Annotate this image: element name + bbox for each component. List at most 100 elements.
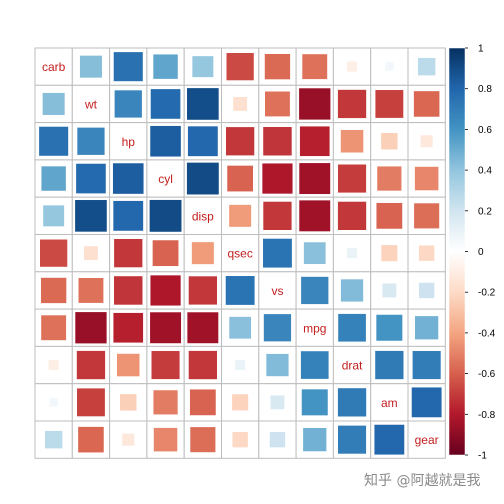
matrix-cell-disp-disp	[183, 196, 222, 235]
corr-square-hp-vs	[263, 127, 292, 156]
corr-square-qsec-drat	[347, 248, 358, 259]
corr-square-disp-am	[376, 202, 403, 229]
watermark-text: 知乎 @阿越就是我	[364, 473, 481, 489]
corr-square-cyl-mpg	[299, 163, 331, 195]
corr-square-disp-qsec	[229, 204, 252, 227]
corr-square-hp-qsec	[226, 127, 255, 156]
corr-square-wt-carb	[42, 92, 65, 115]
corr-square-carb-drat	[347, 61, 358, 72]
corr-square-gear-vs	[269, 431, 286, 448]
corr-square-disp-mpg	[299, 200, 331, 232]
matrix-cell-cyl-cyl	[146, 159, 185, 198]
corr-square-carb-qsec	[226, 53, 254, 81]
variable-label-qsec: qsec	[227, 247, 252, 261]
corr-square-carb-vs	[264, 53, 291, 80]
corr-square-vs-qsec	[225, 276, 255, 305]
corr-square-cyl-hp	[112, 163, 144, 194]
corr-square-wt-cyl	[150, 89, 181, 119]
matrix-cell-vs-gear	[407, 271, 446, 310]
corr-square-cyl-am	[377, 166, 402, 191]
corr-square-gear-qsec	[232, 431, 248, 448]
corr-square-am-vs	[270, 395, 285, 410]
corr-square-gear-carb	[44, 430, 63, 449]
corr-square-mpg-hp	[113, 312, 144, 343]
corr-square-cyl-carb	[41, 166, 66, 191]
corr-square-hp-am	[381, 133, 398, 150]
corr-square-disp-drat	[337, 201, 367, 230]
variable-label-vs: vs	[271, 284, 283, 298]
corr-square-gear-cyl	[153, 427, 178, 452]
variable-label-drat: drat	[342, 359, 363, 373]
corr-square-qsec-vs	[263, 238, 292, 268]
corr-square-am-hp	[120, 394, 137, 411]
corr-square-am-wt	[77, 388, 105, 417]
corr-square-wt-am	[375, 90, 404, 118]
corr-square-gear-hp	[122, 433, 135, 446]
corr-square-am-gear	[411, 387, 442, 418]
matrix-cell-mpg-mpg	[295, 308, 334, 347]
corr-square-wt-disp	[187, 88, 219, 120]
corr-square-disp-vs	[263, 201, 292, 230]
corr-square-cyl-gear	[414, 166, 439, 191]
corr-square-disp-gear	[414, 203, 440, 229]
variable-label-mpg: mpg	[303, 321, 326, 335]
corr-square-cyl-qsec	[227, 165, 254, 192]
colorbar-tick-label: -0.8	[478, 410, 496, 421]
corr-square-cyl-disp	[186, 162, 219, 195]
corr-square-qsec-mpg	[303, 242, 326, 265]
matrix-cell-qsec-qsec	[221, 234, 260, 273]
corr-square-hp-carb	[39, 126, 69, 156]
corr-square-am-qsec	[232, 394, 249, 411]
corr-square-qsec-carb	[40, 239, 68, 267]
corr-square-drat-gear	[412, 351, 441, 380]
corr-square-wt-qsec	[233, 97, 248, 111]
corr-square-vs-am	[382, 283, 397, 298]
corr-square-carb-wt	[79, 55, 102, 78]
colorbar-tick-label: 0.4	[478, 166, 492, 177]
corr-square-mpg-gear	[415, 316, 439, 340]
variable-label-hp: hp	[122, 135, 136, 149]
corr-square-mpg-vs	[263, 314, 292, 342]
corr-square-am-disp	[189, 389, 216, 416]
corr-square-vs-drat	[340, 279, 364, 302]
corr-square-drat-qsec	[235, 360, 246, 371]
corr-square-vs-wt	[78, 278, 104, 303]
colorbar-tick-label: -1	[478, 451, 487, 462]
corr-square-cyl-drat	[338, 164, 367, 193]
corr-square-cyl-vs	[262, 163, 293, 194]
colorbar	[448, 47, 466, 456]
corr-square-drat-carb	[48, 360, 59, 371]
corr-square-drat-mpg	[300, 351, 329, 379]
corr-square-vs-mpg	[301, 276, 329, 305]
corr-square-wt-gear	[413, 91, 440, 117]
corr-square-drat-cyl	[151, 351, 180, 380]
corr-square-disp-carb	[43, 205, 65, 227]
corr-square-am-carb	[49, 398, 58, 407]
matrix-cell-carb-carb	[34, 47, 73, 86]
corr-square-qsec-disp	[191, 242, 214, 265]
variable-label-wt: wt	[84, 97, 98, 111]
corr-square-vs-carb	[40, 277, 67, 304]
variable-label-disp: disp	[192, 209, 214, 223]
corr-square-disp-hp	[113, 200, 144, 231]
corr-square-qsec-wt	[84, 246, 98, 261]
corr-square-gear-disp	[190, 427, 216, 453]
corr-square-wt-drat	[337, 89, 367, 119]
corr-square-mpg-drat	[338, 313, 366, 342]
colorbar-tick-label: 0.8	[478, 84, 492, 95]
corr-square-disp-wt	[75, 200, 107, 232]
corr-square-drat-vs	[266, 353, 289, 377]
matrix-cell-drat-drat	[332, 345, 372, 385]
colorbar-tick-label: -0.2	[478, 288, 496, 299]
corr-square-qsec-am	[381, 245, 398, 262]
matrix-cell-vs-vs	[258, 271, 297, 310]
corr-square-vs-hp	[114, 276, 143, 305]
corr-square-hp-gear	[420, 135, 433, 148]
colorbar-tick-label: 0.2	[478, 206, 492, 217]
corr-square-disp-cyl	[149, 199, 182, 232]
corr-square-drat-am	[375, 350, 404, 380]
colorbar-tick-label: -0.6	[478, 369, 496, 380]
corr-square-carb-gear	[417, 57, 436, 76]
corr-square-mpg-wt	[75, 312, 107, 344]
